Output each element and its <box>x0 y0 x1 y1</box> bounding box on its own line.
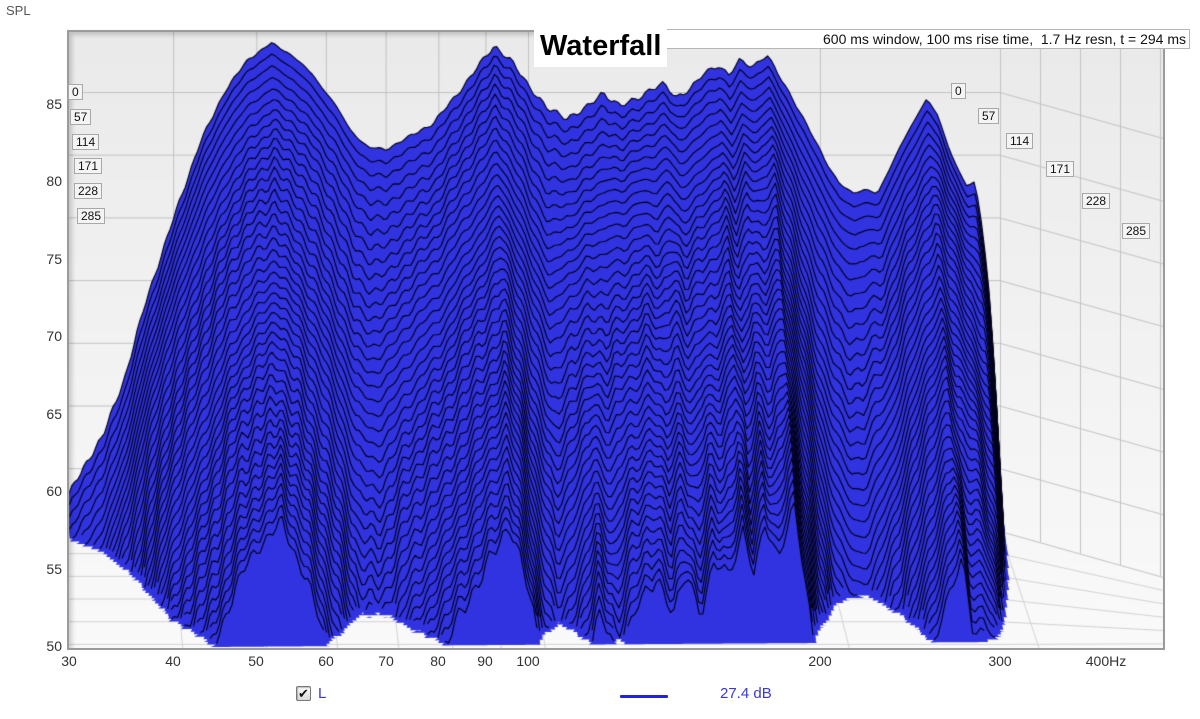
freq-tick-40: 40 <box>165 653 181 669</box>
spl-tick-60: 60 <box>46 483 62 500</box>
time-left-57: 57 <box>70 109 92 125</box>
freq-tick-200: 200 <box>808 653 832 669</box>
spl-tick-80: 80 <box>46 173 62 190</box>
freq-tick-80: 80 <box>430 653 446 669</box>
legend-bar: ✔ L 27.4 dB <box>0 682 1200 708</box>
time-right-228: 228 <box>1082 193 1111 209</box>
freq-tick-400Hz: 400Hz <box>1085 653 1127 669</box>
time-right-114: 114 <box>1006 133 1034 149</box>
channel-label[interactable]: L <box>318 685 327 702</box>
cursor-level-value: 27.4 dB <box>720 685 772 702</box>
time-left-228: 228 <box>74 183 103 199</box>
time-left-0: 0 <box>68 84 83 100</box>
spl-tick-85: 85 <box>46 95 62 112</box>
channel-checkbox checked-icon[interactable]: ✔ <box>296 686 311 701</box>
time-left-285: 285 <box>77 208 106 224</box>
legend-line-swatch <box>620 695 668 698</box>
spl-tick-70: 70 <box>46 328 62 345</box>
time-left-171: 171 <box>74 158 103 174</box>
time-right-57: 57 <box>978 108 1000 124</box>
freq-tick-60: 60 <box>318 653 334 669</box>
freq-tick-70: 70 <box>378 653 394 669</box>
time-left-114: 114 <box>72 134 100 150</box>
freq-tick-50: 50 <box>248 653 264 669</box>
freq-tick-90: 90 <box>477 653 493 669</box>
spl-tick-50: 50 <box>46 638 62 654</box>
time-right-0: 0 <box>951 83 966 99</box>
spl-axis-label: SPL <box>6 3 31 18</box>
time-right-285: 285 <box>1122 223 1151 239</box>
freq-tick-300: 300 <box>988 653 1012 669</box>
chart-title: Waterfall <box>534 28 668 67</box>
spl-tick-65: 65 <box>46 405 62 422</box>
spl-tick-75: 75 <box>46 250 62 267</box>
measurement-params: 600 ms window, 100 ms rise time, 1.7 Hz … <box>562 29 1190 49</box>
spl-tick-55: 55 <box>46 560 62 577</box>
time-right-171: 171 <box>1046 161 1075 177</box>
freq-tick-100: 100 <box>516 653 540 669</box>
freq-tick-30: 30 <box>61 653 77 669</box>
